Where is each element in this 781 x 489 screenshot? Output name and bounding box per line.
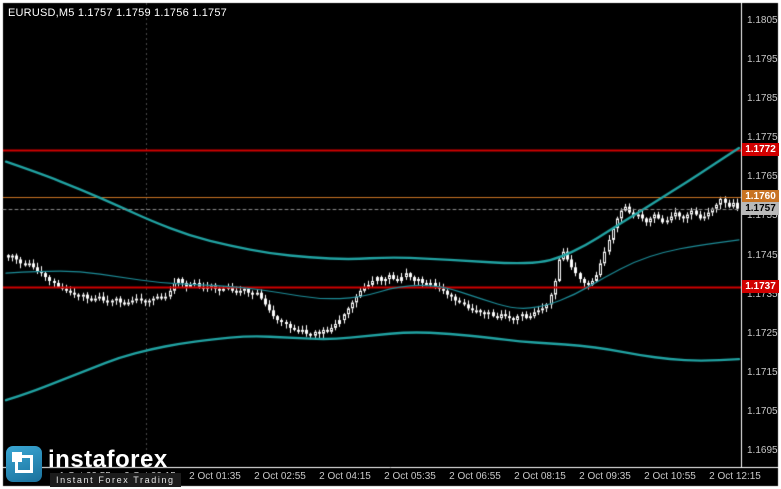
time-scale-label: 2 Oct 02:55 [254,471,306,482]
time-scale-label: 2 Oct 08:15 [514,471,566,482]
symbol-ohlc-header: EURUSD,M5 1.1757 1.1759 1.1756 1.1757 [8,7,227,19]
time-scale-label: 2 Oct 10:55 [644,471,696,482]
brand-name: instaforex [48,446,168,473]
price-scale[interactable]: 1.1805 1.1795 1.1785 1.1775 1.1765 1.1755 1.17… [741,0,781,467]
instaforex-logo-icon [6,446,42,482]
price-scale-label: 1.1715 [747,366,778,378]
price-scale-label: 1.1805 [747,14,778,26]
price-scale-label: 1.1735 [747,288,778,300]
price-scale-label: 1.1705 [747,405,778,417]
logo-square-fill [12,452,22,462]
logo-texts: instaforex Instant Forex Trading [48,447,181,487]
price-scale-label: 1.1775 [747,132,778,144]
time-scale-label: 2 Oct 04:15 [319,471,371,482]
price-scale-label: 1.1785 [747,93,778,105]
time-scale-label: 2 Oct 09:35 [579,471,631,482]
time-scale-label: 2 Oct 12:15 [709,471,761,482]
price-badge-resistance: 1.1772 [742,142,779,156]
price-badge-current-price: 1.1757 [742,201,779,215]
price-scale-label: 1.1765 [747,171,778,183]
time-scale-label: 2 Oct 01:35 [189,471,241,482]
price-scale-label: 1.1725 [747,327,778,339]
logo-square-outline [15,455,33,473]
instaforex-watermark: instaforex Instant Forex Trading [6,446,181,487]
time-scale-label: 2 Oct 06:55 [449,471,501,482]
brand-tagline: Instant Forex Trading [50,473,181,487]
price-badge-minor-level: 1.1760 [742,189,779,203]
time-scale-label: 2 Oct 05:35 [384,471,436,482]
price-scale-label: 1.1755 [747,210,778,222]
price-scale-label: 1.1695 [747,445,778,457]
price-badge-support: 1.1737 [742,279,779,293]
price-scale-label: 1.1795 [747,54,778,66]
price-scale-label: 1.1745 [747,249,778,261]
